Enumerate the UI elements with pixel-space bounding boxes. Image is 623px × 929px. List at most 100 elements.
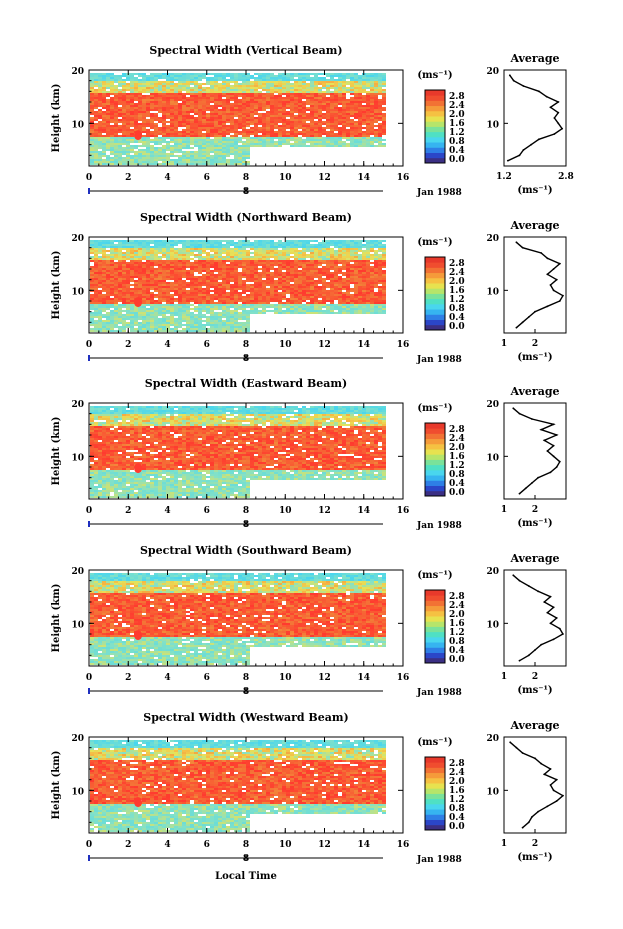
heatmap-field [90, 73, 386, 165]
x-tick-label: 16 [397, 506, 410, 516]
profile-point [562, 795, 564, 797]
date-label: Jan 1988 [416, 521, 462, 531]
colorbar-swatch [425, 595, 445, 601]
profile-point [547, 612, 549, 614]
x-tick-label: 4 [164, 173, 170, 183]
colorbar-tick-label: 2.0 [449, 110, 465, 120]
profile-point [559, 461, 561, 463]
colorbar-tick-label: 2.0 [449, 443, 465, 453]
colorbar-swatch [425, 100, 445, 106]
y-tick-label: 10 [71, 120, 84, 130]
profile-x-label: (ms⁻¹) [517, 352, 552, 363]
colorbar-tick-label: 0.8 [449, 637, 465, 647]
colorbar-tick-label: 0.4 [449, 813, 465, 823]
colorbar-swatch [425, 475, 445, 481]
panel-title: Spectral Width (Vertical Beam) [149, 44, 342, 57]
heatmap-field [90, 573, 386, 665]
colorbar-tick-label: 2.4 [449, 268, 465, 278]
colorbar-tick-label: 0.0 [449, 822, 465, 832]
colorbar-tick-label: 2.8 [449, 92, 465, 102]
x-tick-label: 16 [397, 840, 410, 850]
colorbar-unit: (ms⁻¹) [417, 70, 452, 81]
profile-point [550, 106, 552, 108]
profile-point [556, 434, 558, 436]
date-label: Jan 1988 [416, 355, 462, 365]
profile-point [538, 90, 540, 92]
profile-y-tick-label: 10 [486, 620, 499, 630]
colorbar-swatch [425, 788, 445, 794]
profile-point [550, 784, 552, 786]
x-tick-label: 10 [279, 506, 292, 516]
profile-point [553, 638, 555, 640]
colorbar-tick-label: 2.4 [449, 101, 465, 111]
x-tick-label: 10 [279, 673, 292, 683]
profile-point [547, 257, 549, 259]
y-axis-label: Height (km) [51, 417, 62, 486]
colorbar-swatch [425, 309, 445, 315]
profile-point [528, 585, 530, 587]
colorbar-swatch [425, 653, 445, 659]
profile-point [519, 154, 521, 156]
x-tick-label: 16 [397, 673, 410, 683]
spectral-width-figure: Spectral Width (Vertical Beam)0 2 4 6 8 10 12 1… [0, 0, 623, 929]
profile-point [522, 827, 524, 829]
profile-point [547, 273, 549, 275]
colorbar-swatch [425, 757, 445, 763]
colorbar-swatch [425, 111, 445, 117]
profile-point [519, 580, 521, 582]
colorbar-swatch [425, 632, 445, 638]
date-label: Jan 1988 [416, 855, 462, 865]
profile-point [513, 80, 515, 82]
profile-point [522, 247, 524, 249]
x-tick-label: 16 [397, 173, 410, 183]
colorbar-swatch [425, 428, 445, 434]
date-label: Jan 1988 [416, 188, 462, 198]
x-tick-label: 0 [86, 840, 92, 850]
profile-x-label: (ms⁻¹) [517, 685, 552, 696]
y-axis-label: Height (km) [51, 251, 62, 320]
colorbar-swatch [425, 90, 445, 96]
colorbar-swatch [425, 294, 445, 300]
colorbar-swatch [425, 820, 445, 826]
profile-point [547, 450, 549, 452]
profile-point [550, 284, 552, 286]
colorbar-swatch [425, 804, 445, 810]
profile-x-tick-label: 2 [532, 839, 538, 849]
colorbar-tick-label: 0.8 [449, 304, 465, 314]
colorbar-tick-label: 0.4 [449, 146, 465, 156]
profile-point [534, 311, 536, 313]
colorbar-unit: (ms⁻¹) [417, 570, 452, 581]
profile-line [513, 575, 563, 660]
colorbar-tick-label: 2.8 [449, 759, 465, 769]
y-tick-label: 20 [71, 234, 84, 244]
profile-point [519, 660, 521, 662]
profile-point [553, 133, 555, 135]
profile-point [522, 752, 524, 754]
profile-point [530, 144, 532, 146]
profile-point [556, 279, 558, 281]
profile-point [559, 263, 561, 265]
colorbar-tick-label: 1.2 [449, 628, 465, 638]
x-tick-label: 14 [357, 173, 370, 183]
profile-point [557, 122, 559, 124]
profile-point [556, 466, 558, 468]
profile-point [537, 477, 539, 479]
panel-5: Spectral Width (Westward Beam)0 2 4 6 8 10 12 1… [51, 711, 566, 865]
profile-x-tick-label: 2.8 [558, 172, 574, 182]
profile-point [546, 96, 548, 98]
colorbar-swatch [425, 433, 445, 439]
colorbar-swatch [425, 642, 445, 648]
colorbar-tick-label: 0.0 [449, 155, 465, 165]
profile-point [531, 816, 533, 818]
colorbar-swatch [425, 288, 445, 294]
profile-point [509, 74, 511, 76]
profile-point [531, 418, 533, 420]
profile-point [553, 117, 555, 119]
profile-x-tick-label: 1 [501, 339, 507, 349]
colorbar-swatch [425, 127, 445, 133]
colorbar-swatch [425, 95, 445, 101]
colorbar-swatch [425, 611, 445, 617]
heatmap-feature [134, 463, 142, 473]
colorbar-tick-label: 2.8 [449, 425, 465, 435]
colorbar-tick-label: 2.0 [449, 610, 465, 620]
